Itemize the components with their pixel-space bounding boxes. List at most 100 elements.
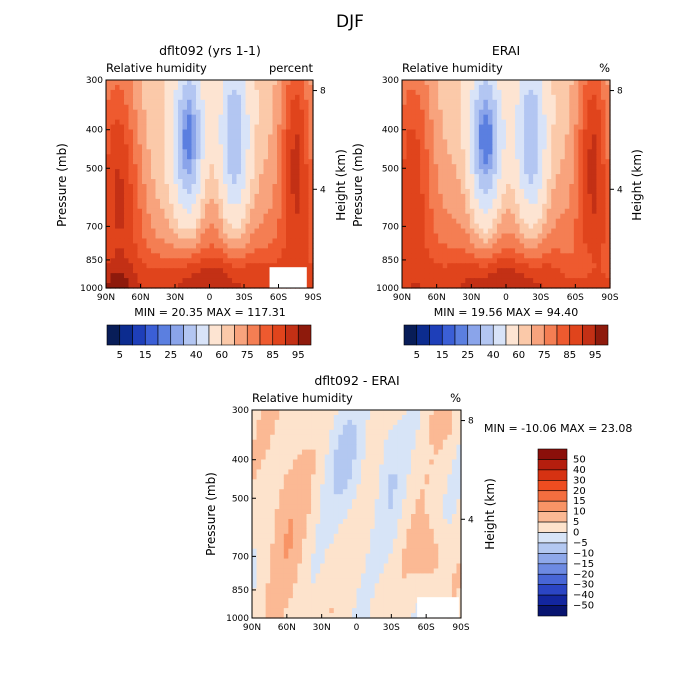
heatmap-cell — [259, 80, 265, 86]
heatmap-cell — [205, 208, 211, 215]
heatmap-cell — [542, 94, 548, 101]
heatmap-cell — [263, 198, 269, 205]
heatmap-cell — [433, 80, 439, 86]
heatmap-cell — [272, 89, 278, 96]
heatmap-cell — [241, 263, 247, 269]
heatmap-cell — [311, 514, 317, 520]
heatmap-cell — [277, 198, 283, 205]
heatmap-cell — [236, 99, 242, 106]
heatmap-cell — [420, 434, 426, 441]
heatmap-cell — [187, 263, 193, 269]
heatmap-cell — [560, 283, 566, 289]
heatmap-cell — [311, 439, 317, 446]
heatmap-cell — [560, 114, 566, 121]
heatmap-cell — [146, 179, 152, 185]
heatmap-cell — [402, 134, 408, 141]
heatmap-cell — [182, 228, 188, 235]
heatmap-cell — [537, 243, 543, 249]
heatmap-cell — [178, 268, 184, 274]
heatmap-cell — [214, 149, 220, 155]
x-tick-label: 0 — [503, 293, 509, 303]
heatmap-cell — [306, 414, 312, 421]
heatmap-cell — [223, 218, 229, 225]
heatmap-cell — [254, 134, 260, 141]
heatmap-cell — [164, 273, 170, 279]
heatmap-cell — [329, 429, 335, 436]
heatmap-cell — [433, 469, 439, 475]
heatmap-cell — [205, 218, 211, 225]
heatmap-cell — [155, 144, 161, 150]
heatmap-cell — [501, 243, 507, 249]
heatmap-cell — [524, 124, 530, 131]
heatmap-cell — [236, 268, 242, 274]
heatmap-cell — [290, 154, 296, 160]
heatmap-cell — [263, 80, 269, 86]
heatmap-cell — [551, 99, 557, 106]
heatmap-cell — [241, 179, 247, 185]
heatmap-cell — [429, 273, 435, 279]
heatmap-cell — [218, 208, 224, 215]
y-right-tick-label: 4 — [320, 185, 326, 195]
heatmap-cell — [406, 188, 412, 195]
heatmap-cell — [564, 198, 570, 205]
heatmap-cell — [286, 193, 292, 200]
heatmap-cell — [465, 203, 471, 210]
heatmap-cell — [587, 203, 593, 210]
heatmap-cell — [528, 218, 534, 225]
heatmap-cell — [582, 273, 588, 279]
heatmap-cell — [142, 203, 148, 210]
heatmap-cell — [478, 208, 484, 215]
heatmap-cell — [214, 213, 220, 220]
heatmap-cell — [555, 104, 561, 111]
heatmap-cell — [218, 129, 224, 136]
heatmap-cell — [456, 134, 462, 141]
heatmap-cell — [406, 419, 412, 426]
heatmap-cell — [236, 238, 242, 245]
heatmap-cell — [388, 499, 394, 505]
heatmap-cell — [474, 80, 480, 86]
heatmap-cell — [205, 273, 211, 279]
heatmap-cell — [115, 124, 121, 131]
heatmap-cell — [402, 169, 408, 175]
heatmap-cell — [277, 213, 283, 220]
heatmap-cell — [605, 119, 611, 126]
heatmap-cell — [218, 233, 224, 240]
heatmap-cell — [596, 233, 602, 240]
heatmap-cell — [582, 203, 588, 210]
heatmap-cell — [415, 218, 421, 225]
heatmap-cell — [365, 499, 371, 505]
heatmap-cell — [301, 484, 308, 490]
heatmap-cell — [142, 238, 148, 245]
heatmap-cell — [456, 410, 462, 416]
heatmap-cell — [196, 273, 202, 279]
heatmap-cell — [415, 504, 421, 510]
heatmap-cell — [429, 154, 435, 160]
heatmap-cell — [191, 94, 197, 101]
heatmap-cell — [605, 99, 611, 106]
heatmap-cell — [542, 124, 548, 131]
heatmap-cell — [295, 104, 301, 111]
heatmap-cell — [128, 263, 134, 269]
heatmap-cell — [537, 228, 543, 235]
heatmap-cell — [379, 494, 385, 500]
heatmap-cell — [286, 139, 292, 145]
heatmap-cell — [487, 268, 494, 274]
heatmap-cell — [433, 268, 439, 274]
heatmap-cell — [133, 238, 139, 245]
heatmap-cell — [191, 248, 197, 254]
heatmap-cell — [133, 193, 139, 200]
heatmap-cell — [528, 164, 534, 170]
heatmap-cell — [433, 464, 439, 471]
heatmap-cell — [424, 228, 430, 235]
heatmap-cell — [361, 514, 367, 520]
heatmap-cell — [347, 494, 353, 500]
heatmap-cell — [236, 278, 242, 284]
heatmap-cell — [142, 243, 148, 249]
heatmap-cell — [451, 509, 458, 515]
heatmap-cell — [533, 268, 539, 274]
heatmap-cell — [465, 228, 471, 235]
heatmap-cell — [542, 278, 548, 284]
heatmap-cell — [560, 193, 566, 200]
heatmap-cell — [218, 114, 224, 121]
heatmap-cell — [564, 268, 570, 274]
